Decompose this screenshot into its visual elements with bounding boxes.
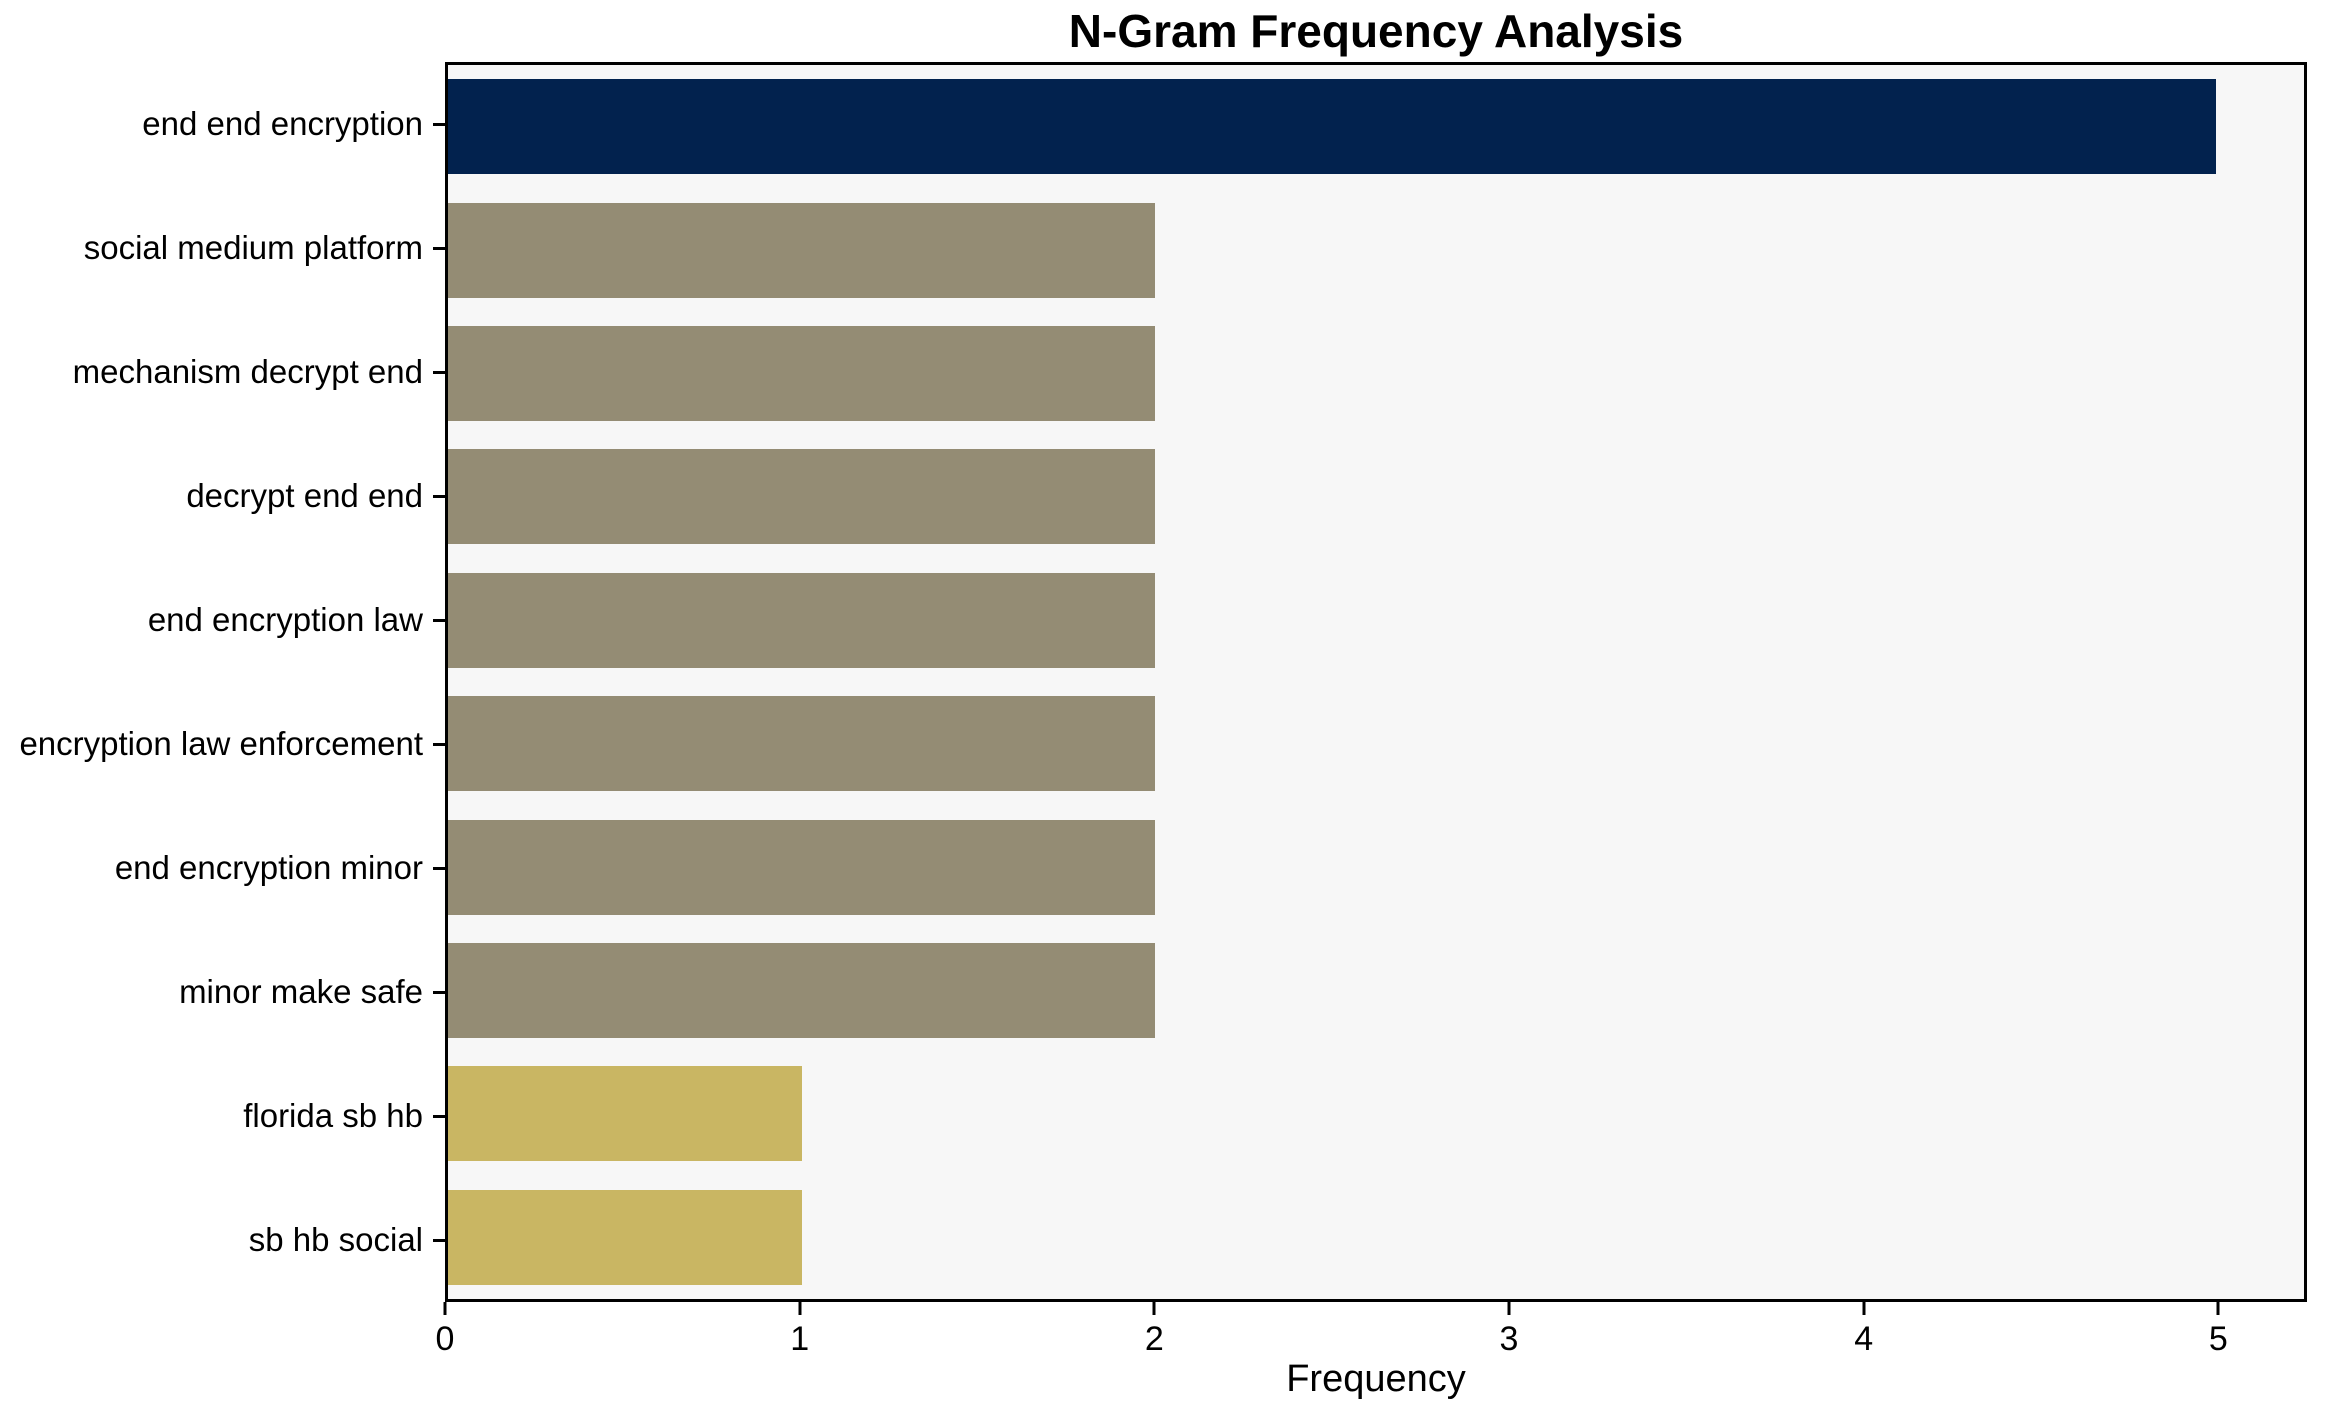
y-label-row: social medium platform xyxy=(0,186,445,310)
y-tick-mark xyxy=(433,1238,445,1242)
y-tick-mark xyxy=(433,742,445,746)
x-tick-mark xyxy=(1507,1302,1511,1315)
x-tick-mark xyxy=(1862,1302,1866,1315)
y-tick-mark xyxy=(433,618,445,622)
bar xyxy=(448,943,1156,1039)
y-tick-mark xyxy=(433,122,445,126)
bar-row xyxy=(448,65,2304,188)
y-label-row: encryption law enforcement xyxy=(0,682,445,806)
y-tick-mark xyxy=(433,370,445,374)
x-axis: 0 1 2 3 4 5 xyxy=(436,1302,2307,1372)
y-tick-mark xyxy=(433,866,445,870)
x-tick-label: 4 xyxy=(1854,1320,1874,1358)
y-tick-label: end encryption minor xyxy=(114,849,423,886)
bar-row xyxy=(448,435,2304,558)
bar xyxy=(448,819,1156,915)
x-tick-mark xyxy=(798,1302,802,1315)
bar-row xyxy=(448,559,2304,682)
y-tick-label: decrypt end end xyxy=(186,477,423,514)
x-tick-mark xyxy=(443,1302,447,1315)
y-tick-label: end end encryption xyxy=(142,105,423,142)
x-tick-label: 1 xyxy=(790,1320,810,1358)
y-label-row: minor make safe xyxy=(0,930,445,1054)
y-label-row: mechanism decrypt end xyxy=(0,310,445,434)
x-tick-label: 0 xyxy=(435,1320,455,1358)
y-tick-mark xyxy=(433,990,445,994)
x-tick-mark xyxy=(1152,1302,1156,1315)
y-tick-label: minor make safe xyxy=(179,973,423,1010)
x-axis-title: Frequency xyxy=(1286,1358,1466,1400)
bar-row xyxy=(448,682,2304,805)
y-tick-label: encryption law enforcement xyxy=(19,725,423,762)
y-tick-label: end encryption law xyxy=(147,601,423,638)
bar-row xyxy=(448,1052,2304,1175)
bar-row xyxy=(448,1176,2304,1299)
y-tick-mark xyxy=(433,246,445,250)
x-tick-label: 3 xyxy=(1499,1320,1519,1358)
bar xyxy=(448,696,1156,792)
bar xyxy=(448,449,1156,545)
y-label-row: end encryption minor xyxy=(0,806,445,930)
x-tick-label: 2 xyxy=(1144,1320,1164,1358)
plot-area xyxy=(445,62,2307,1302)
bar xyxy=(448,79,2216,175)
y-label-row: sb hb social xyxy=(0,1178,445,1302)
y-label-row: decrypt end end xyxy=(0,434,445,558)
x-tick-label: 5 xyxy=(2208,1320,2228,1358)
bar-row xyxy=(448,929,2304,1052)
y-label-row: florida sb hb xyxy=(0,1054,445,1178)
bar-rows xyxy=(448,65,2304,1299)
y-tick-mark xyxy=(433,1114,445,1118)
chart-title: N-Gram Frequency Analysis xyxy=(1068,5,1684,57)
y-label-row: end encryption law xyxy=(0,558,445,682)
y-tick-label: florida sb hb xyxy=(243,1097,423,1134)
bar xyxy=(448,1189,802,1285)
bar xyxy=(448,572,1156,668)
y-tick-label: sb hb social xyxy=(248,1221,423,1258)
y-axis-labels: end end encryption social medium platform… xyxy=(0,62,445,1302)
bar-row xyxy=(448,188,2304,311)
y-tick-label: mechanism decrypt end xyxy=(72,353,423,390)
y-tick-label: social medium platform xyxy=(83,229,423,266)
y-label-row: end end encryption xyxy=(0,62,445,186)
bar xyxy=(448,202,1156,298)
bar xyxy=(448,1066,802,1162)
y-tick-mark xyxy=(433,494,445,498)
x-tick-mark xyxy=(2216,1302,2220,1315)
bar-row xyxy=(448,312,2304,435)
bar-row xyxy=(448,805,2304,928)
bar xyxy=(448,326,1156,422)
